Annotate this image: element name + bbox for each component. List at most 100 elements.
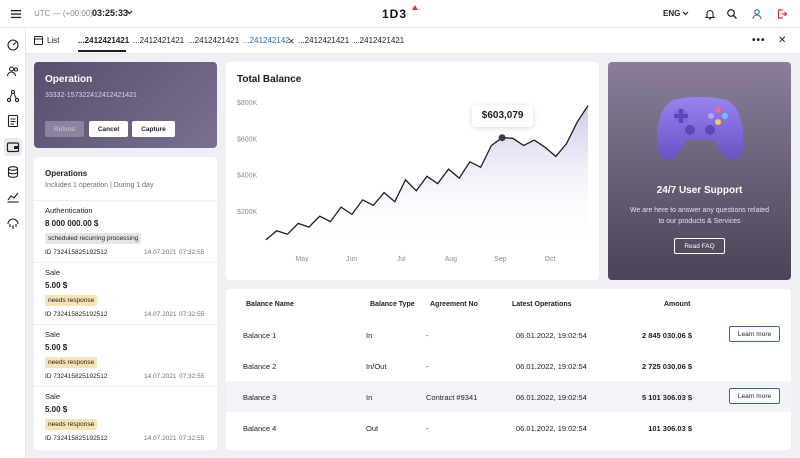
table-row[interactable]: Balance 3 In Contract #9341 06.01.2022, … bbox=[226, 381, 791, 412]
cancel-button[interactable]: Cancel bbox=[89, 121, 128, 137]
tab-close-icon[interactable]: ✕ bbox=[288, 37, 295, 46]
capture-button[interactable]: Capture bbox=[132, 121, 175, 137]
operation-time: 07:32:55 bbox=[179, 249, 205, 256]
refund-button[interactable]: Refund bbox=[45, 121, 84, 137]
divider bbox=[34, 200, 217, 201]
operation-title: Operation bbox=[45, 74, 93, 85]
table-row[interactable]: Balance 2 In/Out - 06.01.2022, 19:02:54 … bbox=[226, 350, 791, 381]
tab-item[interactable]: ...241242142 bbox=[243, 36, 290, 45]
operation-amount: 5.00 $ bbox=[45, 405, 68, 414]
agreement-no: - bbox=[426, 362, 429, 371]
column-header-latest-operations[interactable]: Latest Operations bbox=[512, 301, 572, 308]
tab-active-indicator bbox=[78, 50, 126, 52]
operation-id: ID 732415825192512 bbox=[45, 311, 108, 318]
hamburger-menu-icon[interactable] bbox=[10, 8, 22, 20]
user-icon[interactable] bbox=[751, 8, 763, 20]
support-description: We are here to answer any questions rela… bbox=[629, 207, 770, 225]
balance-name: Balance 2 bbox=[243, 362, 277, 371]
status-badge: scheduled recurring processing bbox=[45, 233, 142, 244]
operation-type: Authentication bbox=[45, 206, 93, 215]
balance-chart: $200K $400K $600K $800K May Jun Jul Aug Sep Oct bbox=[237, 100, 589, 263]
document-icon[interactable] bbox=[6, 114, 20, 128]
column-header-agreement[interactable]: Agreement No bbox=[430, 301, 478, 308]
column-header-amount[interactable]: Amount bbox=[664, 301, 691, 308]
database-icon[interactable] bbox=[6, 165, 20, 179]
clock-time[interactable]: 03:25:33 bbox=[92, 8, 129, 18]
latest-operation: 06.01.2022, 19:02:54 bbox=[516, 362, 587, 371]
support-card: 24/7 User Support We are here to answer … bbox=[608, 62, 791, 280]
operation-id: ID 732415825192512 bbox=[45, 249, 108, 256]
support-icon[interactable] bbox=[6, 216, 20, 230]
balance-amount: 2 845 030.06 $ bbox=[641, 331, 692, 340]
operation-amount: 5.00 $ bbox=[45, 343, 68, 352]
column-header-balance-type[interactable]: Balance Type bbox=[370, 301, 415, 308]
operation-date: 14.07.2021 bbox=[144, 311, 177, 318]
operation-list-item[interactable]: Authentication 8 000 000.00 $ scheduled … bbox=[34, 201, 217, 262]
support-title: 24/7 User Support bbox=[656, 185, 743, 196]
divider bbox=[34, 262, 217, 263]
close-all-tabs-icon[interactable]: ✕ bbox=[778, 35, 787, 46]
operation-card: Operation 33332-157322412412421421 Refun… bbox=[34, 62, 217, 148]
analytics-icon[interactable] bbox=[6, 190, 20, 204]
tab-bar: List ...2412421421 ...2412421421 ...2412… bbox=[26, 28, 800, 54]
tab-item[interactable]: ...2412421421 bbox=[78, 36, 130, 45]
tab-list[interactable]: List bbox=[34, 36, 59, 45]
wallet-icon bbox=[6, 142, 20, 153]
operation-list-item[interactable]: Sale 5.00 $ needs response ID 7324158251… bbox=[34, 263, 217, 324]
divider bbox=[34, 324, 217, 325]
y-tick-label: $600K bbox=[237, 136, 258, 143]
column-header-balance-name[interactable]: Balance Name bbox=[246, 301, 294, 308]
tab-item[interactable]: ...2412421421 bbox=[188, 36, 240, 45]
operation-date: 14.07.2021 bbox=[144, 373, 177, 380]
agreement-no: - bbox=[426, 331, 429, 340]
operation-type: Sale bbox=[45, 330, 61, 339]
table-row[interactable]: Balance 4 Out - 06.01.2022, 19:02:54 101… bbox=[226, 412, 791, 443]
series-line bbox=[265, 105, 589, 241]
chevron-down-icon[interactable] bbox=[682, 11, 689, 16]
operations-subtitle: Includes 1 operation | During 1 day bbox=[45, 182, 154, 189]
sidebar bbox=[0, 28, 26, 458]
timezone-label: UTC — (+00:00) bbox=[34, 9, 93, 18]
operation-type: Sale bbox=[45, 392, 61, 401]
users-icon[interactable] bbox=[6, 64, 20, 78]
status-badge: needs response bbox=[45, 419, 98, 430]
tab-item[interactable]: ...2412421421 bbox=[133, 36, 185, 45]
table-row[interactable]: Balance 1 In - 06.01.2022, 19:02:54 2 84… bbox=[226, 319, 791, 350]
learn-more-button[interactable]: Learn more bbox=[729, 388, 780, 404]
divider bbox=[34, 386, 217, 387]
search-icon[interactable] bbox=[726, 8, 738, 20]
learn-more-button[interactable]: Learn more bbox=[729, 326, 780, 342]
more-options-icon[interactable]: ••• bbox=[752, 35, 766, 46]
logout-icon[interactable] bbox=[776, 8, 788, 20]
operation-list-item[interactable]: Sale 5.00 $ needs response ID 7324158251… bbox=[34, 387, 217, 448]
top-bar: UTC — (+00:00) 03:25:33 1D3 ENG bbox=[0, 0, 800, 28]
balance-type: Out bbox=[366, 424, 379, 433]
operation-time: 07:32:55 bbox=[179, 435, 205, 442]
x-tick-label: Jul bbox=[397, 256, 406, 263]
balance-amount: 5 101 306.03 $ bbox=[641, 393, 692, 402]
sidebar-item-active[interactable] bbox=[4, 138, 22, 156]
list-icon bbox=[34, 36, 43, 45]
x-tick-label: Sep bbox=[494, 256, 507, 263]
language-selector[interactable]: ENG bbox=[663, 9, 681, 18]
operations-title: Operations bbox=[45, 169, 88, 178]
highlighted-data-point[interactable] bbox=[498, 134, 506, 142]
operation-type: Sale bbox=[45, 268, 61, 277]
chart-tooltip: $603,079 bbox=[472, 104, 534, 127]
tab-item[interactable]: ...2412421421 bbox=[298, 36, 350, 45]
operation-time: 07:32:55 bbox=[179, 311, 205, 318]
x-tick-label: Aug bbox=[445, 256, 458, 263]
read-faq-button[interactable]: Read FAQ bbox=[674, 238, 725, 254]
balance-name: Balance 1 bbox=[243, 331, 277, 340]
network-icon[interactable] bbox=[6, 89, 20, 103]
tab-item[interactable]: ...2412421421 bbox=[353, 36, 405, 45]
x-tick-label: Jun bbox=[346, 256, 357, 263]
status-badge: needs response bbox=[45, 295, 98, 306]
operation-list-item[interactable]: Sale 5.00 $ needs response ID 7324158251… bbox=[34, 325, 217, 386]
operation-date: 14.07.2021 bbox=[144, 435, 177, 442]
bell-icon[interactable] bbox=[704, 8, 716, 20]
operation-date: 14.07.2021 bbox=[144, 249, 177, 256]
dashboard-icon[interactable] bbox=[6, 38, 20, 52]
latest-operation: 06.01.2022, 19:02:54 bbox=[516, 393, 587, 402]
chevron-down-icon[interactable] bbox=[126, 10, 133, 15]
